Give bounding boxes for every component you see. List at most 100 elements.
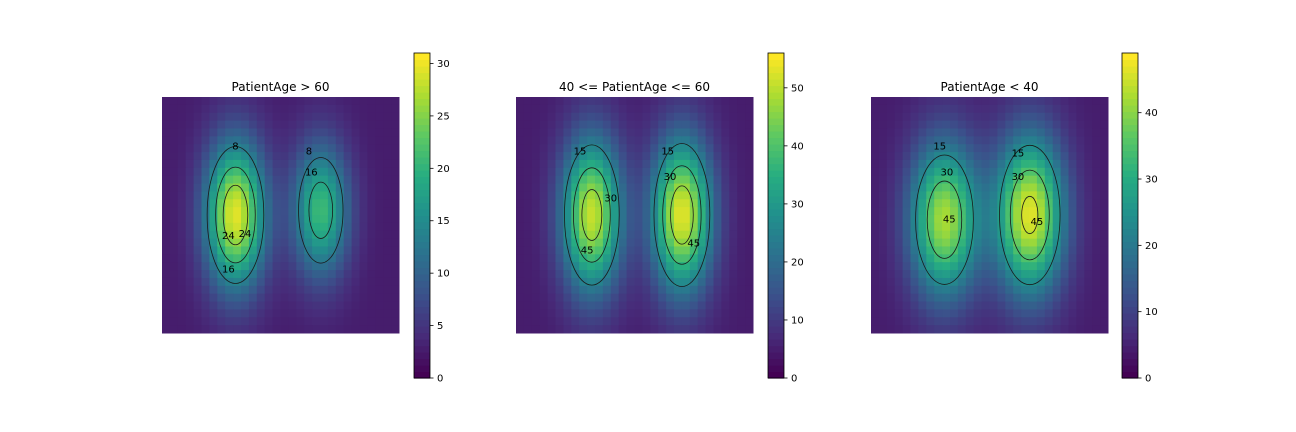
heatmap-cell (579, 191, 588, 200)
heatmap-cell (697, 238, 707, 247)
colorbar-swatch (768, 150, 784, 158)
heatmap-cell (910, 215, 919, 224)
heatmap-cell (942, 128, 951, 137)
heatmap-cell (1044, 325, 1054, 334)
heatmap-cell (312, 246, 321, 255)
heatmap-cell (177, 175, 187, 185)
heatmap-cell (233, 277, 242, 287)
heatmap-cell (1013, 270, 1022, 279)
heatmap-cell (320, 97, 329, 106)
heatmap-cell (256, 270, 266, 279)
heatmap-cell (642, 152, 651, 161)
heatmap-cell (1029, 238, 1038, 247)
heatmap-cell (327, 120, 337, 129)
heatmap-cell (910, 112, 919, 122)
heatmap-cell (681, 301, 691, 310)
heatmap-cell (304, 97, 313, 106)
colorbar-tick-label: 30 (437, 59, 450, 70)
heatmap-cell (312, 277, 321, 287)
heatmap-cell (296, 136, 305, 145)
heatmap-cell (1029, 246, 1038, 255)
heatmap-cell (681, 254, 691, 263)
colorbar-swatch (1122, 300, 1138, 308)
heatmap-cell (689, 301, 699, 310)
heatmap-cell (634, 175, 643, 185)
heatmap-cell (367, 285, 376, 295)
heatmap-cell (563, 159, 572, 169)
heatmap-cell (523, 199, 533, 208)
heatmap-cell (579, 325, 588, 334)
heatmap-cell (1100, 152, 1109, 161)
heatmap-cell (571, 104, 580, 114)
heatmap-cell (1052, 159, 1062, 169)
heatmap-cell (957, 293, 967, 303)
heatmap-cell (264, 238, 274, 247)
heatmap-cell (241, 175, 250, 185)
heatmap-cell (721, 270, 730, 279)
heatmap-cell (367, 230, 376, 240)
heatmap-cell (666, 167, 675, 177)
heatmap-cell (162, 199, 171, 208)
heatmap-cell (571, 238, 580, 247)
heatmap-cell (327, 167, 337, 177)
contour-label: 8 (232, 142, 238, 153)
heatmap-cell (335, 152, 345, 161)
heatmap-cell (375, 222, 384, 232)
heatmap-cell (1100, 167, 1109, 177)
colorbar-swatch (768, 293, 784, 301)
heatmap-cell (351, 175, 360, 185)
heatmap-cell (193, 293, 202, 303)
heatmap-cell (169, 191, 179, 200)
heatmap-cell (926, 104, 935, 114)
heatmap-cell (989, 262, 998, 271)
heatmap-cell (618, 207, 628, 216)
heatmap-cell (894, 285, 904, 295)
heatmap-cell (304, 159, 313, 169)
heatmap-cell (1044, 183, 1054, 192)
heatmap-cell (973, 293, 983, 303)
heatmap-cell (304, 254, 313, 263)
heatmap-cell (177, 270, 187, 279)
heatmap-cell (343, 175, 353, 185)
heatmap-cell (973, 159, 983, 169)
heatmap-cell (351, 152, 360, 161)
heatmap-cell (737, 191, 746, 200)
heatmap-cell (1060, 277, 1069, 287)
heatmap-cell (225, 175, 234, 185)
heatmap-cell (981, 199, 990, 208)
heatmap-cell (555, 128, 564, 137)
heatmap-cell (595, 230, 604, 240)
heatmap-cell (697, 144, 707, 153)
heatmap-cell (256, 112, 266, 122)
heatmap-cell (666, 262, 675, 271)
heatmap-cell (674, 254, 683, 263)
heatmap-cell (327, 230, 337, 240)
heatmap-cell (981, 301, 990, 310)
heatmap-cell (201, 301, 210, 310)
heatmap-cell (634, 120, 643, 129)
heatmap-cell (697, 183, 707, 192)
heatmap-cell (1013, 191, 1022, 200)
heatmap-cell (264, 104, 274, 114)
heatmap-cell (610, 238, 620, 247)
heatmap-cell (918, 262, 927, 271)
heatmap-cell (1052, 230, 1062, 240)
colorbar-swatch (414, 293, 430, 301)
heatmap-cell (634, 230, 643, 240)
heatmap-cell (523, 215, 533, 224)
heatmap-cell (539, 191, 549, 200)
heatmap-cell (193, 309, 202, 318)
colorbar-swatch (1122, 358, 1138, 366)
heatmap-cell (547, 246, 556, 255)
heatmap-cell (343, 97, 353, 106)
heatmap-cell (335, 199, 345, 208)
heatmap-cell (256, 128, 266, 137)
heatmap-cell (335, 238, 345, 247)
heatmap-cell (1029, 325, 1038, 334)
heatmap-cell (177, 159, 187, 169)
heatmap-cell (981, 270, 990, 279)
heatmap-cell (910, 128, 919, 137)
heatmap-cell (248, 301, 258, 310)
heatmap-cell (272, 144, 281, 153)
heatmap-cell (343, 230, 353, 240)
